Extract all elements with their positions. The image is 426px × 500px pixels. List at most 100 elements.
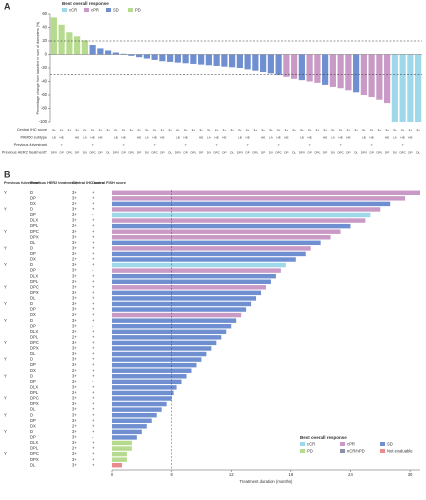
table-cell: DP [75, 150, 79, 154]
table-cell: 3+ [354, 128, 358, 132]
her2-cell: DP [30, 362, 36, 367]
fish-cell: + [92, 229, 95, 234]
table-cell: DP [323, 150, 327, 154]
table-cell: DPX [299, 150, 305, 154]
fulvestrant-cell: Y [4, 284, 7, 289]
her2-cell: DLX [30, 384, 38, 389]
table-cell: LB [52, 135, 56, 139]
bar [229, 54, 236, 68]
duration-bar [112, 340, 217, 346]
duration-bar [112, 307, 247, 312]
ihc-cell: 3+ [72, 373, 77, 378]
table-cell: 3+ [68, 128, 72, 132]
table-cell: LA [83, 135, 87, 139]
her2-cell: DPX [30, 234, 39, 239]
bar [345, 54, 352, 91]
ihc-cell: 3+ [72, 412, 77, 417]
fulvestrant-cell: Y [4, 190, 7, 195]
legend-title: Best overall response [300, 435, 347, 440]
duration-bar [112, 279, 271, 284]
duration-bar [112, 385, 177, 390]
table-cell: 3+ [308, 128, 312, 132]
table-cell: 3+ [269, 128, 273, 132]
table-cell: 3+ [339, 128, 343, 132]
ihc-cell: 3+ [72, 251, 77, 256]
fish-cell: + [92, 301, 95, 306]
bar [136, 54, 143, 58]
duration-bar [112, 229, 341, 234]
duration-bar [112, 273, 276, 279]
table-cell: DP [246, 150, 250, 154]
ihc-cell: 3+ [72, 212, 77, 217]
table-row-label: PAM50 subtype [20, 136, 47, 140]
her2-cell: DP [30, 379, 36, 384]
fish-cell: + [92, 279, 95, 284]
her2-cell: DX [30, 423, 36, 428]
legend-label: PD [135, 7, 141, 12]
duration-bar [112, 268, 281, 273]
duration-bar [112, 262, 286, 268]
table-cell: 3+ [385, 128, 389, 132]
duration-bar [112, 374, 187, 379]
ihc-cell: 3+ [72, 323, 77, 328]
table-cell: 3+ [393, 128, 397, 132]
fish-cell: + [92, 357, 95, 362]
ihc-cell: 3+ [72, 429, 77, 434]
table-cell: 3+ [161, 128, 165, 132]
her2-cell: D [30, 412, 33, 417]
duration-bar [112, 323, 232, 329]
her2-cell: DPL [30, 334, 39, 339]
table-cell: DP [60, 150, 64, 154]
fish-cell: + [92, 401, 95, 406]
table-cell: DPL [128, 150, 134, 154]
ihc-cell: 3+ [72, 307, 77, 312]
her2-cell: D [30, 207, 33, 212]
bar [143, 54, 150, 59]
table-cell: 2+ [409, 128, 413, 132]
table-cell: DPC [399, 150, 406, 154]
legend-swatch [380, 449, 385, 453]
fish-cell: - [92, 323, 94, 328]
ihc-cell: 3+ [72, 229, 77, 234]
table-cell: DPX [237, 150, 243, 154]
ihc-cell: 3+ [72, 362, 77, 367]
table-cell: 3+ [106, 128, 110, 132]
table-cell: DP [308, 150, 312, 154]
fish-cell: + [92, 351, 95, 356]
bar [314, 54, 321, 83]
fish-cell: + [92, 240, 95, 245]
table-cell: DP [222, 150, 226, 154]
table-cell: LB [114, 135, 118, 139]
table-cell: HE [408, 135, 412, 139]
table-cell: DL [106, 150, 110, 154]
table-cell: 3+ [261, 128, 265, 132]
duration-bar [112, 357, 202, 362]
table-cell: DPC [151, 150, 158, 154]
fulvestrant-cell: Y [4, 451, 7, 456]
fulvestrant-cell: Y [4, 207, 7, 212]
table-cell: 2+ [215, 128, 219, 132]
fish-cell: + [92, 462, 95, 467]
duration-bar [112, 335, 222, 340]
ihc-cell: 3+ [72, 384, 77, 389]
fish-cell: + [92, 423, 95, 428]
x-tick-label: 18 [289, 472, 294, 477]
x-tick-label: 6 [170, 472, 173, 477]
ihc-cell: 3+ [72, 290, 77, 295]
legend-swatch [106, 8, 111, 12]
ihc-cell: 3+ [72, 340, 77, 345]
ihc-cell: 3+ [72, 396, 77, 401]
fish-cell: + [92, 384, 95, 389]
fish-cell: + [92, 207, 95, 212]
duration-bar [112, 201, 391, 207]
ihc-cell: 3+ [72, 262, 77, 267]
table-cell: 2+ [176, 128, 180, 132]
table-cell: 3+ [285, 128, 289, 132]
table-cell: Y [216, 143, 218, 147]
bar [252, 54, 259, 71]
duration-bar [112, 240, 321, 246]
table-cell: Y [185, 143, 187, 147]
table-cell: 3+ [153, 128, 157, 132]
table-cell: DP [261, 150, 265, 154]
table-cell: LB [238, 135, 242, 139]
